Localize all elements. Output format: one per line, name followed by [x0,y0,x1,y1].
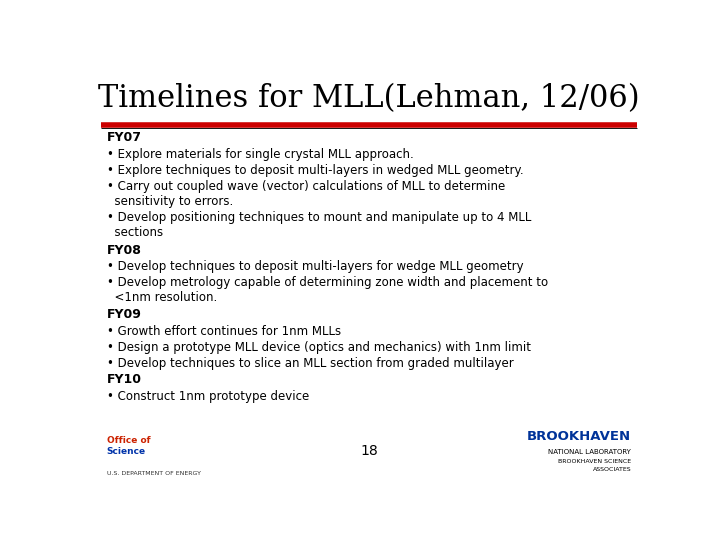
Text: U.S. DEPARTMENT OF ENERGY: U.S. DEPARTMENT OF ENERGY [107,471,201,476]
Text: Office of: Office of [107,436,150,446]
Text: Science: Science [107,447,146,456]
Text: FY07: FY07 [107,131,142,144]
Text: Timelines for MLL(Lehman, 12/06): Timelines for MLL(Lehman, 12/06) [98,84,640,114]
Text: • Develop metrology capable of determining zone width and placement to
  <1nm re: • Develop metrology capable of determini… [107,276,548,304]
Text: 18: 18 [360,444,378,458]
Text: • Carry out coupled wave (vector) calculations of MLL to determine
  sensitivity: • Carry out coupled wave (vector) calcul… [107,180,505,207]
Text: • Develop techniques to deposit multi-layers for wedge MLL geometry: • Develop techniques to deposit multi-la… [107,260,523,273]
Text: • Growth effort continues for 1nm MLLs: • Growth effort continues for 1nm MLLs [107,325,341,338]
Text: • Develop positioning techniques to mount and manipulate up to 4 MLL
  sections: • Develop positioning techniques to moun… [107,211,531,239]
Text: ASSOCIATES: ASSOCIATES [593,467,631,472]
Text: • Construct 1nm prototype device: • Construct 1nm prototype device [107,390,309,403]
Text: BROOKHAVEN SCIENCE: BROOKHAVEN SCIENCE [558,459,631,464]
Text: • Explore materials for single crystal MLL approach.: • Explore materials for single crystal M… [107,148,413,161]
Text: NATIONAL LABORATORY: NATIONAL LABORATORY [549,449,631,455]
Text: FY08: FY08 [107,244,142,256]
Text: • Explore techniques to deposit multi-layers in wedged MLL geometry.: • Explore techniques to deposit multi-la… [107,164,523,177]
Text: FY09: FY09 [107,308,142,321]
Text: • Develop techniques to slice an MLL section from graded multilayer: • Develop techniques to slice an MLL sec… [107,357,513,370]
Text: BROOKHAVEN: BROOKHAVEN [527,430,631,443]
Text: • Design a prototype MLL device (optics and mechanics) with 1nm limit: • Design a prototype MLL device (optics … [107,341,531,354]
Text: FY10: FY10 [107,373,142,386]
